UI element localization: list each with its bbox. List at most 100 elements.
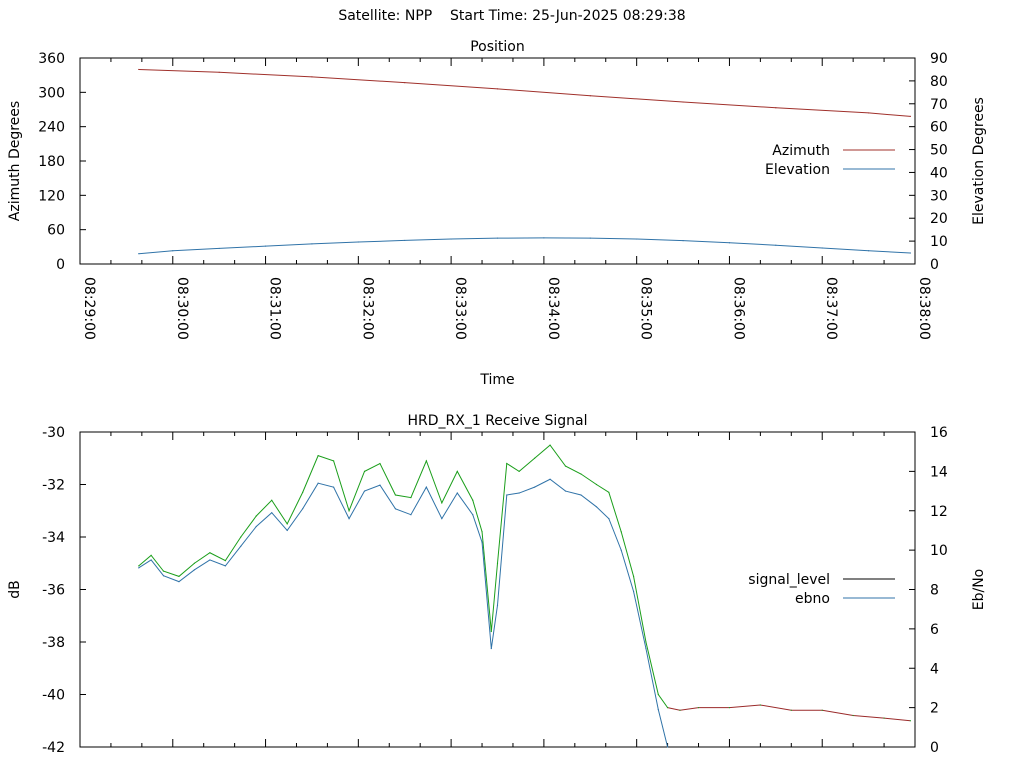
satellite-label: Satellite: NPP	[338, 8, 433, 24]
y2-tick-label: 50	[930, 143, 948, 159]
data-point	[317, 482, 319, 484]
data-point	[682, 240, 684, 242]
data-point	[645, 647, 647, 650]
data-point	[286, 523, 288, 525]
data-point	[481, 531, 483, 533]
data-point	[302, 508, 304, 510]
data-point	[218, 71, 220, 73]
data-point	[543, 237, 545, 239]
data-point	[150, 554, 152, 556]
data-point	[790, 709, 792, 711]
data-point	[549, 478, 551, 480]
series-line-signal_level	[138, 444, 669, 708]
data-point	[666, 746, 669, 748]
data-point	[302, 491, 304, 493]
x-tick-label: 08:33:00	[452, 277, 468, 340]
chart-title: Position	[470, 39, 525, 55]
data-point	[394, 508, 397, 510]
y2-tick-label: 80	[930, 74, 948, 90]
data-point	[909, 720, 911, 722]
data-point	[636, 238, 638, 240]
y2-tick-label: 70	[930, 97, 948, 113]
data-point	[209, 559, 211, 561]
x-tick-label: 08:35:00	[638, 277, 654, 340]
data-point	[775, 107, 777, 109]
data-point	[317, 455, 319, 457]
legend-label: signal_level	[748, 572, 830, 588]
data-point	[657, 708, 659, 711]
y2-tick-label: 0	[930, 740, 939, 756]
y-tick-label: 240	[38, 120, 65, 136]
data-point	[632, 590, 635, 593]
data-point	[410, 497, 412, 499]
y2-tick-label: 60	[930, 120, 948, 136]
x-tick-label: 08:38:00	[916, 277, 932, 340]
data-point	[564, 490, 567, 492]
x-tick-label: 08:36:00	[730, 277, 746, 340]
plot-frame	[79, 431, 916, 748]
data-point	[496, 604, 499, 606]
x-tick-label: 08:29:00	[81, 277, 97, 340]
y2-tick-label: 20	[930, 211, 948, 227]
data-point	[564, 465, 567, 467]
data-point	[518, 492, 520, 494]
data-point	[620, 549, 622, 551]
data-point	[534, 457, 536, 459]
series-line-ebno	[138, 478, 669, 748]
data-point	[404, 239, 406, 242]
y2-tick-label: 14	[930, 464, 948, 480]
page-title: Satellite: NPP Start Time: 25-Jun-2025 0…	[0, 8, 1024, 24]
data-point	[534, 486, 536, 488]
data-point	[728, 707, 731, 709]
data-point	[224, 560, 226, 562]
data-point	[595, 506, 598, 508]
data-point	[218, 247, 220, 250]
data-point	[311, 243, 313, 245]
data-point	[138, 253, 140, 255]
legend-label: Azimuth	[772, 143, 830, 159]
chart-title: HRD_RX_1 Receive Signal	[408, 413, 588, 429]
y2-tick-label: 40	[930, 165, 948, 181]
y2-axis-label: Eb/No	[971, 569, 987, 611]
data-point	[490, 630, 492, 633]
data-point	[821, 709, 823, 711]
data-point	[666, 707, 669, 709]
data-point	[311, 76, 313, 78]
data-point	[264, 245, 267, 247]
receive-signal-chart: HRD_RX_1 Receive Signal -42 -40 -38 -36 -34 -3…	[7, 413, 987, 756]
series-line-signal_level-tail	[667, 704, 911, 722]
data-point	[518, 470, 520, 472]
y2-tick-label: 16	[930, 425, 948, 441]
data-point	[852, 714, 854, 717]
data-point	[240, 545, 242, 547]
y2-tick-label: 10	[930, 543, 948, 559]
data-point	[138, 68, 140, 71]
y2-tick-label: 30	[930, 188, 948, 204]
data-point	[490, 647, 492, 650]
data-point	[363, 490, 366, 492]
data-point	[620, 531, 622, 533]
data-point	[759, 704, 761, 706]
data-point	[162, 570, 165, 572]
data-point	[286, 529, 288, 532]
data-point	[255, 515, 257, 517]
y2-tick-label: 90	[930, 51, 948, 67]
y-tick-label: 0	[56, 257, 65, 273]
data-point	[868, 112, 870, 114]
data-point	[394, 494, 397, 496]
data-point	[255, 525, 257, 528]
data-point	[580, 473, 582, 475]
data-point	[404, 82, 406, 84]
y-tick-label: 360	[38, 51, 65, 67]
legend-label: Elevation	[765, 162, 830, 178]
y-axis-label: Azimuth Degrees	[7, 101, 23, 221]
y2-axis-label: Elevation Degrees	[971, 97, 987, 225]
legend-label: ebno	[795, 591, 830, 607]
y-tick-label: -30	[42, 425, 65, 441]
data-point	[363, 470, 366, 472]
data-point	[240, 536, 242, 538]
y-tick-label: -32	[42, 478, 65, 494]
y-tick-label: -34	[42, 530, 65, 546]
y-tick-label: -38	[42, 635, 65, 651]
